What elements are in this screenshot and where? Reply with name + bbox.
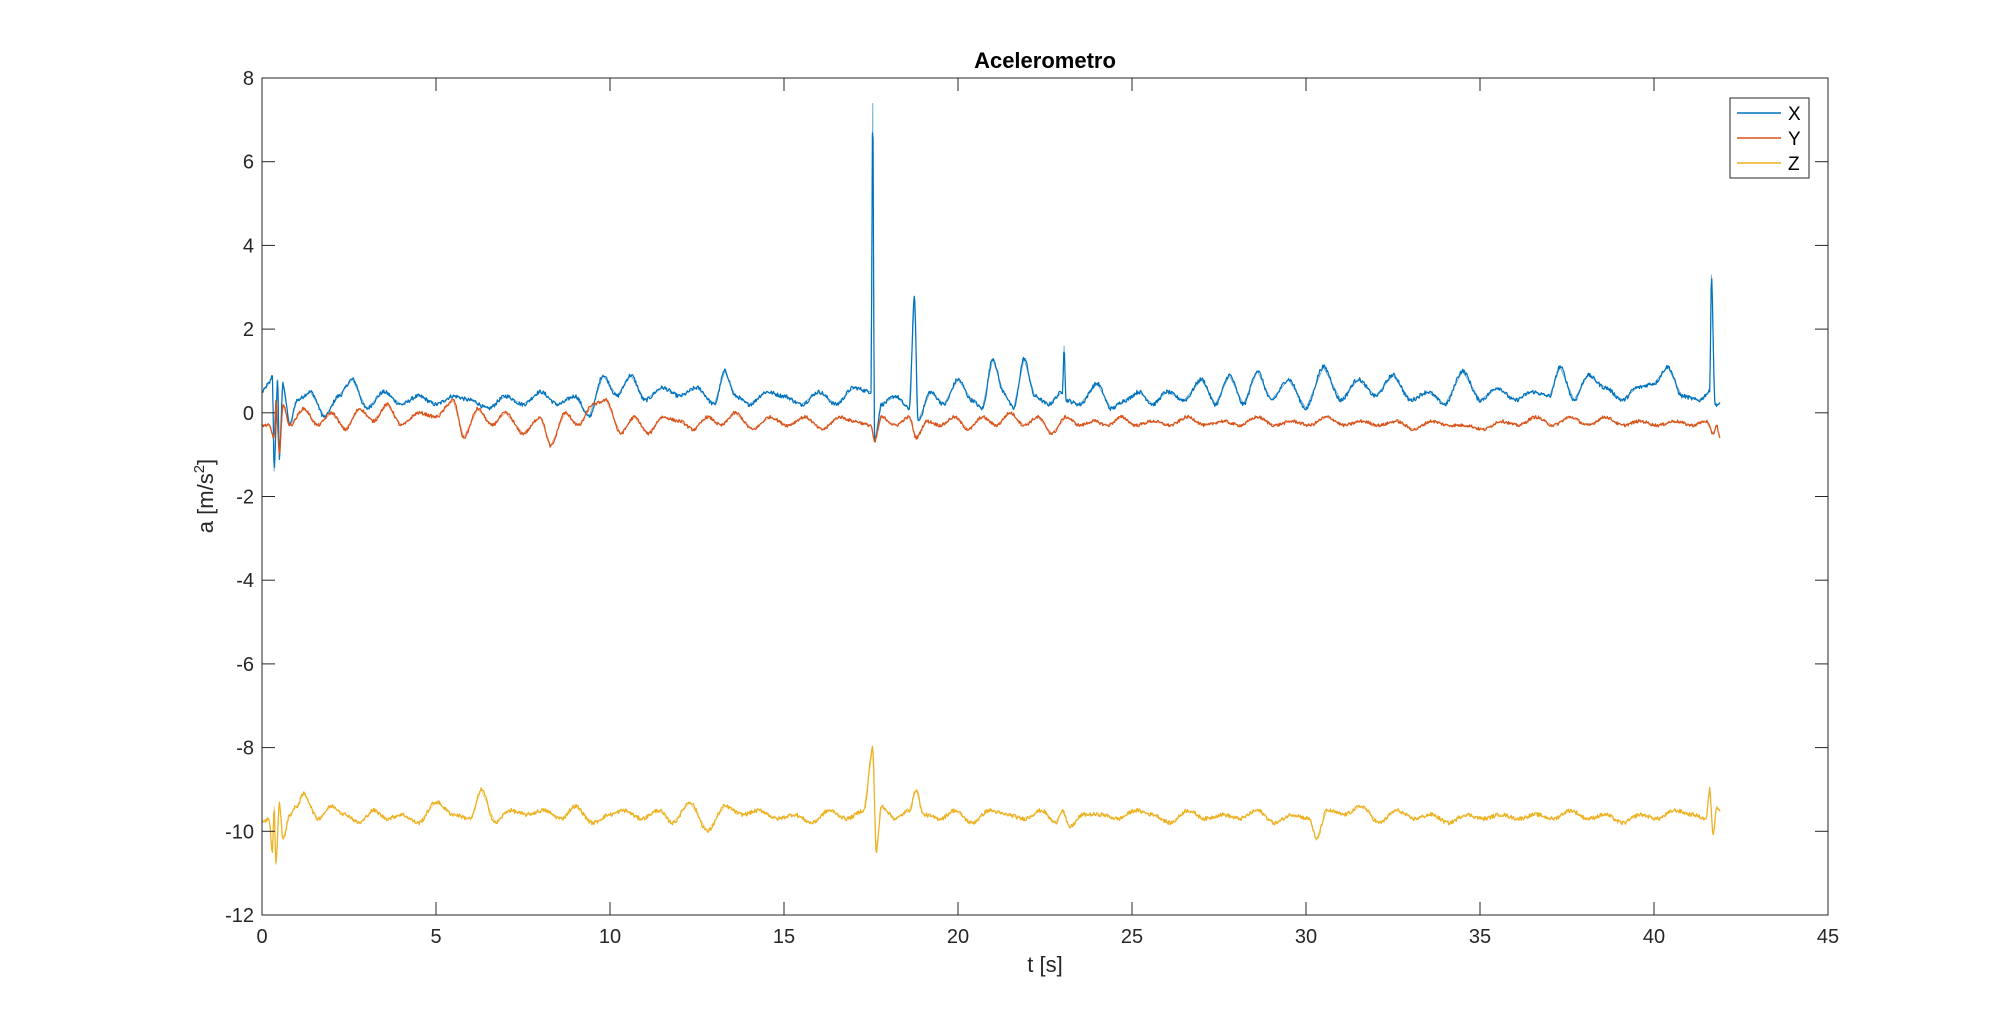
- x-tick-label: 25: [1121, 926, 1143, 948]
- y-tick-label: 4: [243, 235, 254, 257]
- series-peaks-y: [262, 399, 1721, 455]
- x-tick-label: 5: [430, 926, 441, 948]
- series-peaks-x: [261, 103, 1721, 472]
- legend-label-x: X: [1788, 104, 1801, 125]
- legend-items: XYZ: [1737, 104, 1801, 175]
- y-tick-label: -4: [236, 570, 254, 592]
- series-line-z: [261, 745, 1721, 864]
- y-axis-label-exponent: 2: [191, 465, 208, 473]
- x-tick-label: 20: [947, 926, 969, 948]
- series-layer: [261, 103, 1721, 865]
- series-peaks-z: [261, 747, 1721, 865]
- ticks-layer: [261, 77, 1829, 916]
- y-tick-label: -12: [225, 905, 254, 927]
- y-tick-label: -2: [236, 487, 254, 509]
- y-tick-label: 2: [243, 319, 254, 341]
- x-tick-label: 10: [599, 926, 621, 948]
- y-tick-label: 6: [243, 152, 254, 174]
- legend-label-z: Z: [1788, 154, 1800, 175]
- chart-title: Acelerometro: [974, 48, 1116, 73]
- x-tick-label: 45: [1817, 926, 1839, 948]
- y-tick-label: -6: [236, 654, 254, 676]
- y-axis-label: a [m/s2]: [191, 459, 218, 533]
- y-tick-label: -8: [236, 738, 254, 760]
- y-axis-label-end: ]: [193, 459, 218, 465]
- y-tick-label: -10: [225, 821, 254, 843]
- x-tick-label: 30: [1295, 926, 1317, 948]
- y-tick-label: 0: [243, 403, 254, 425]
- y-axis-label-base: a [m/s: [193, 473, 218, 533]
- x-tick-label: 40: [1643, 926, 1665, 948]
- x-tick-label: 15: [773, 926, 795, 948]
- x-tick-label: 35: [1469, 926, 1491, 948]
- tick-labels: 0 5 10 15 20 25 30 35 40 45 -12 -10 -8 -6 -4 -2 0 2 4 6 8: [225, 68, 1839, 948]
- x-tick-label: 0: [256, 926, 267, 948]
- axes-background: [262, 78, 1828, 915]
- y-tick-label: 8: [243, 68, 254, 90]
- legend: XYZ: [1729, 97, 1810, 179]
- x-axis-label: t [s]: [1027, 952, 1062, 977]
- legend-label-y: Y: [1788, 129, 1801, 150]
